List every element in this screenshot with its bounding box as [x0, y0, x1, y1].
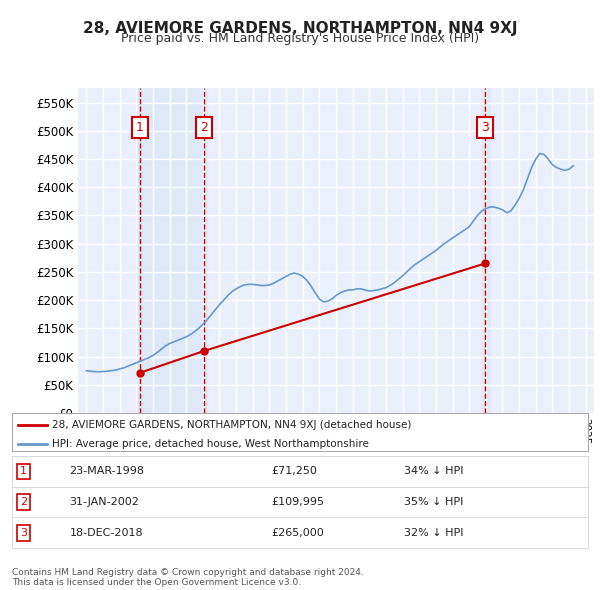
Text: 3: 3: [20, 528, 27, 537]
Bar: [482, 88, 490, 413]
Text: 23-MAR-1998: 23-MAR-1998: [70, 467, 145, 476]
Text: £71,250: £71,250: [271, 467, 317, 476]
Text: 1: 1: [136, 121, 144, 134]
Text: Price paid vs. HM Land Registry's House Price Index (HPI): Price paid vs. HM Land Registry's House …: [121, 32, 479, 45]
Text: 32% ↓ HPI: 32% ↓ HPI: [404, 528, 463, 537]
Text: 1: 1: [20, 467, 27, 476]
Text: £265,000: £265,000: [271, 528, 324, 537]
Text: 34% ↓ HPI: 34% ↓ HPI: [404, 467, 463, 476]
Text: 35% ↓ HPI: 35% ↓ HPI: [404, 497, 463, 507]
Text: 3: 3: [481, 121, 489, 134]
Text: 18-DEC-2018: 18-DEC-2018: [70, 528, 143, 537]
Text: 28, AVIEMORE GARDENS, NORTHAMPTON, NN4 9XJ: 28, AVIEMORE GARDENS, NORTHAMPTON, NN4 9…: [83, 21, 517, 35]
Text: Contains HM Land Registry data © Crown copyright and database right 2024.
This d: Contains HM Land Registry data © Crown c…: [12, 568, 364, 587]
Text: 2: 2: [20, 497, 27, 507]
Text: £109,995: £109,995: [271, 497, 324, 507]
Bar: [136, 88, 207, 413]
Text: HPI: Average price, detached house, West Northamptonshire: HPI: Average price, detached house, West…: [52, 439, 369, 448]
Text: 31-JAN-2002: 31-JAN-2002: [70, 497, 139, 507]
Text: 28, AVIEMORE GARDENS, NORTHAMPTON, NN4 9XJ (detached house): 28, AVIEMORE GARDENS, NORTHAMPTON, NN4 9…: [52, 419, 412, 430]
Text: 2: 2: [200, 121, 208, 134]
